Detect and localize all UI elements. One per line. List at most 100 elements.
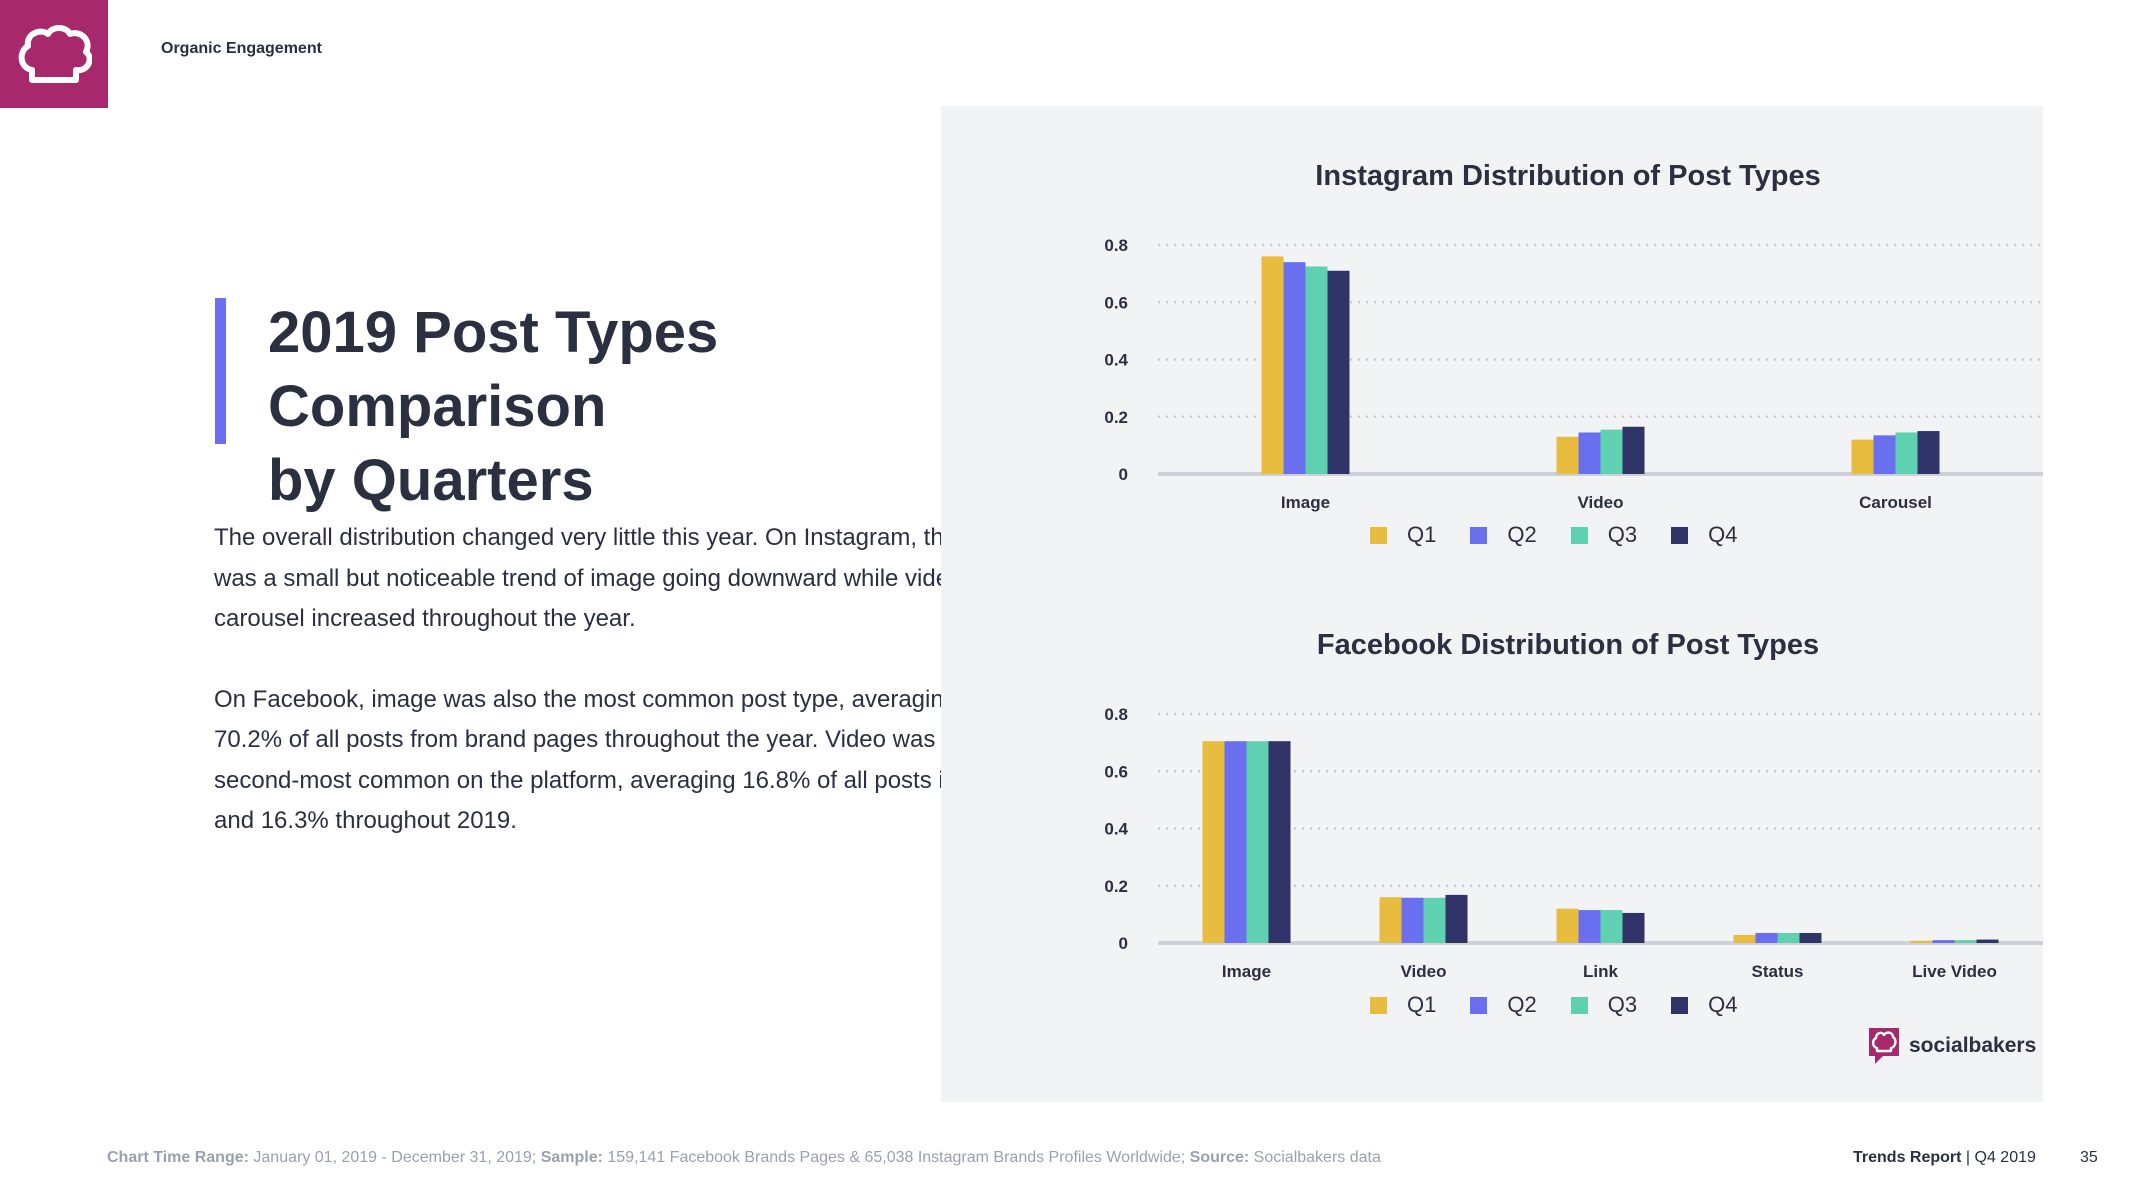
instagram-bar-q2: [1873, 435, 1896, 474]
facebook-chart-title: Facebook Distribution of Post Types: [1316, 629, 1820, 661]
legend-label-q2: Q2: [1507, 522, 1537, 547]
legend-item-q3: Q3: [1570, 992, 1638, 1018]
facebook-y-tick-label: 0.6: [1104, 762, 1128, 781]
body-paragraph-1: The overall distribution changed very li…: [214, 524, 1010, 632]
footer-range-label: Chart Time Range:: [107, 1149, 249, 1166]
instagram-x-tick-label: Carousel: [1859, 493, 1932, 512]
footer-report-label: Trends Report | Q4 2019: [1853, 1149, 2036, 1167]
brand-logo-box: [0, 0, 108, 108]
facebook-bar-q2: [1755, 932, 1778, 943]
instagram-bar-q3: [1600, 429, 1623, 474]
instagram-bar-q1: [1556, 436, 1579, 474]
facebook-bar-q1: [1202, 741, 1225, 943]
legend-swatch-q3: [1570, 526, 1588, 544]
body-text: The overall distribution changed very li…: [214, 518, 1014, 882]
instagram-bar-q4: [1917, 431, 1940, 474]
facebook-y-tick-label: 0: [1119, 934, 1128, 953]
facebook-x-tick-label: Video: [1401, 962, 1447, 981]
facebook-x-tick-label: Image: [1222, 962, 1271, 981]
instagram-bar-q4: [1327, 270, 1350, 474]
legend-label-q4: Q4: [1708, 522, 1738, 547]
instagram-chart-title: Instagram Distribution of Post Types: [1315, 160, 1821, 192]
facebook-bar-q1: [1379, 897, 1402, 943]
legend-label-q1: Q1: [1407, 992, 1437, 1017]
instagram-y-tick-label: 0.8: [1104, 236, 1128, 255]
body-paragraph-2: On Facebook, image was also the most com…: [214, 685, 996, 835]
legend-label-q3: Q3: [1607, 522, 1638, 547]
page-number: 35: [2080, 1149, 2098, 1166]
instagram-y-tick-label: 0.4: [1104, 351, 1128, 370]
legend-item-q3: Q3: [1570, 522, 1638, 548]
chef-hat-icon: [1869, 1028, 1899, 1064]
legend-swatch-q1: [1370, 526, 1387, 544]
facebook-y-tick-label: 0.4: [1104, 820, 1128, 839]
footer-source-value: Socialbakers data: [1249, 1149, 1381, 1166]
facebook-bar-q4: [1976, 939, 1999, 943]
facebook-x-tick-label: Link: [1583, 962, 1618, 981]
facebook-bar-q2: [1932, 940, 1955, 943]
instagram-y-tick-label: 0: [1119, 465, 1128, 484]
legend-label-q4: Q4: [1708, 992, 1738, 1017]
facebook-legend: Q1 Q2 Q3 Q4: [1370, 992, 1771, 1018]
legend-swatch-q4: [1671, 996, 1689, 1014]
instagram-bar-q2: [1578, 432, 1601, 474]
facebook-bar-q2: [1578, 910, 1601, 943]
instagram-bar-q1: [1261, 256, 1284, 474]
instagram-bar-q3: [1305, 266, 1328, 474]
legend-label-q3: Q3: [1607, 992, 1638, 1017]
legend-label-q2: Q2: [1507, 992, 1537, 1017]
facebook-bar-q4: [1622, 912, 1645, 943]
page-title: 2019 Post Types Comparison by Quarters: [268, 296, 1068, 518]
legend-label-q1: Q1: [1407, 522, 1437, 547]
facebook-bar-q1: [1910, 940, 1933, 943]
facebook-bar-q4: [1799, 932, 1822, 943]
socialbakers-logo: socialbakers: [1867, 1026, 2036, 1066]
legend-swatch-q2: [1470, 526, 1488, 544]
chef-hat-icon: [18, 25, 92, 83]
footer-source-note: Chart Time Range: January 01, 2019 - Dec…: [107, 1149, 1381, 1167]
instagram-x-tick-label: Image: [1281, 493, 1330, 512]
facebook-y-tick-label: 0.2: [1104, 877, 1128, 896]
socialbakers-wordmark: socialbakers: [1909, 1034, 2037, 1057]
facebook-bar-q3: [1954, 940, 1977, 943]
legend-item-q4: Q4: [1671, 522, 1737, 548]
legend-item-q1: Q1: [1370, 992, 1436, 1018]
facebook-bar-q2: [1224, 741, 1247, 943]
facebook-bar-q4: [1268, 741, 1291, 943]
facebook-bar-q3: [1423, 897, 1446, 943]
headline-accent-bar: [215, 298, 226, 444]
instagram-y-tick-label: 0.2: [1104, 408, 1128, 427]
instagram-legend: Q1 Q2 Q3 Q4: [1370, 522, 1771, 548]
instagram-bar-q2: [1283, 262, 1306, 474]
footer-sample-value: 159,141 Facebook Brands Pages & 65,038 I…: [602, 1149, 1190, 1166]
footer-report-title: Trends Report: [1853, 1149, 1962, 1166]
legend-item-q4: Q4: [1671, 992, 1737, 1018]
facebook-bar-q1: [1556, 908, 1579, 943]
footer-sample-label: Sample:: [540, 1149, 603, 1166]
legend-item-q2: Q2: [1470, 522, 1537, 548]
legend-swatch-q2: [1470, 996, 1488, 1014]
facebook-x-tick-label: Status: [1752, 962, 1804, 981]
page-title-line1: 2019 Post Types Comparison: [268, 300, 719, 439]
facebook-x-tick-label: Live Video: [1912, 962, 1997, 981]
instagram-y-tick-label: 0.6: [1104, 293, 1128, 312]
facebook-y-tick-label: 0.8: [1104, 705, 1128, 724]
instagram-x-tick-label: Video: [1578, 493, 1624, 512]
legend-swatch-q4: [1671, 526, 1689, 544]
legend-swatch-q1: [1370, 996, 1387, 1014]
facebook-bar-q2: [1401, 897, 1424, 943]
charts-panel: [941, 106, 2043, 1102]
facebook-bar-q3: [1246, 741, 1269, 943]
instagram-bar-q4: [1622, 426, 1645, 474]
legend-item-q1: Q1: [1370, 522, 1436, 548]
facebook-bar-q1: [1733, 934, 1756, 943]
legend-swatch-q3: [1570, 996, 1588, 1014]
section-title: Organic Engagement: [161, 40, 322, 57]
facebook-bar-q3: [1600, 910, 1623, 943]
instagram-bar-q1: [1851, 439, 1874, 474]
footer-source-label: Source:: [1189, 1149, 1250, 1166]
facebook-bar-q3: [1777, 932, 1800, 943]
footer-report-period: | Q4 2019: [1961, 1149, 2036, 1166]
facebook-bar-q4: [1445, 894, 1468, 943]
